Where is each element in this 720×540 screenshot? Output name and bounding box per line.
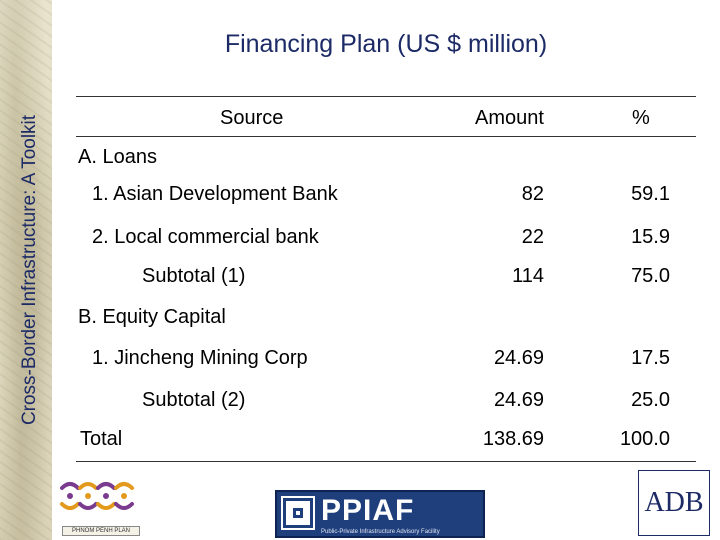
- subtotal-amount: 114: [512, 265, 544, 287]
- row-amount: 82: [521, 183, 544, 205]
- row-label: 1. Jincheng Mining Corp: [92, 347, 308, 369]
- slide-title: Financing Plan (US $ million): [224, 30, 548, 58]
- table-bottom-rule: [76, 461, 696, 462]
- section-equity: B. Equity Capital: [78, 306, 226, 328]
- subtotal-percent: 25.0: [631, 389, 670, 411]
- row-amount: 22: [521, 226, 544, 248]
- ppiaf-wordmark: PPIAF: [321, 494, 415, 527]
- ppiaf-mark-icon: [281, 496, 315, 530]
- row-percent: 59.1: [631, 183, 670, 205]
- subtotal-label: Subtotal (2): [142, 389, 246, 411]
- header-percent: %: [632, 107, 650, 129]
- total-label: Total: [80, 428, 123, 450]
- phnom-penh-plan-logo: PHNOM PENH PLAN: [58, 474, 140, 536]
- row-label: 2. Local commercial bank: [92, 226, 319, 248]
- table-top-rule: [76, 96, 696, 97]
- ppiaf-subtitle: Public-Private Infrastructure Advisory F…: [321, 529, 440, 535]
- row-label: 1. Asian Development Bank: [92, 183, 338, 205]
- map-decoration: [0, 0, 52, 540]
- figures-icon: [60, 482, 134, 510]
- header-rule: [76, 136, 696, 137]
- subtotal-label: Subtotal (1): [142, 265, 246, 287]
- row-amount: 24.69: [493, 347, 544, 369]
- side-title: Cross-Border Infrastructure: A Toolkit: [19, 114, 40, 426]
- section-loans: A. Loans: [78, 146, 157, 168]
- logo-caption: PHNOM PENH PLAN: [62, 526, 140, 536]
- total-percent: 100.0: [619, 428, 670, 450]
- header-source: Source: [220, 107, 284, 129]
- row-percent: 17.5: [631, 347, 670, 369]
- header-amount: Amount: [475, 107, 544, 129]
- subtotal-percent: 75.0: [631, 265, 670, 287]
- total-amount: 138.69: [482, 428, 544, 450]
- ppiaf-logo: PPIAF Public-Private Infrastructure Advi…: [275, 490, 485, 538]
- adb-logo: ADB: [638, 470, 710, 536]
- subtotal-amount: 24.69: [493, 389, 544, 411]
- row-percent: 15.9: [631, 226, 670, 248]
